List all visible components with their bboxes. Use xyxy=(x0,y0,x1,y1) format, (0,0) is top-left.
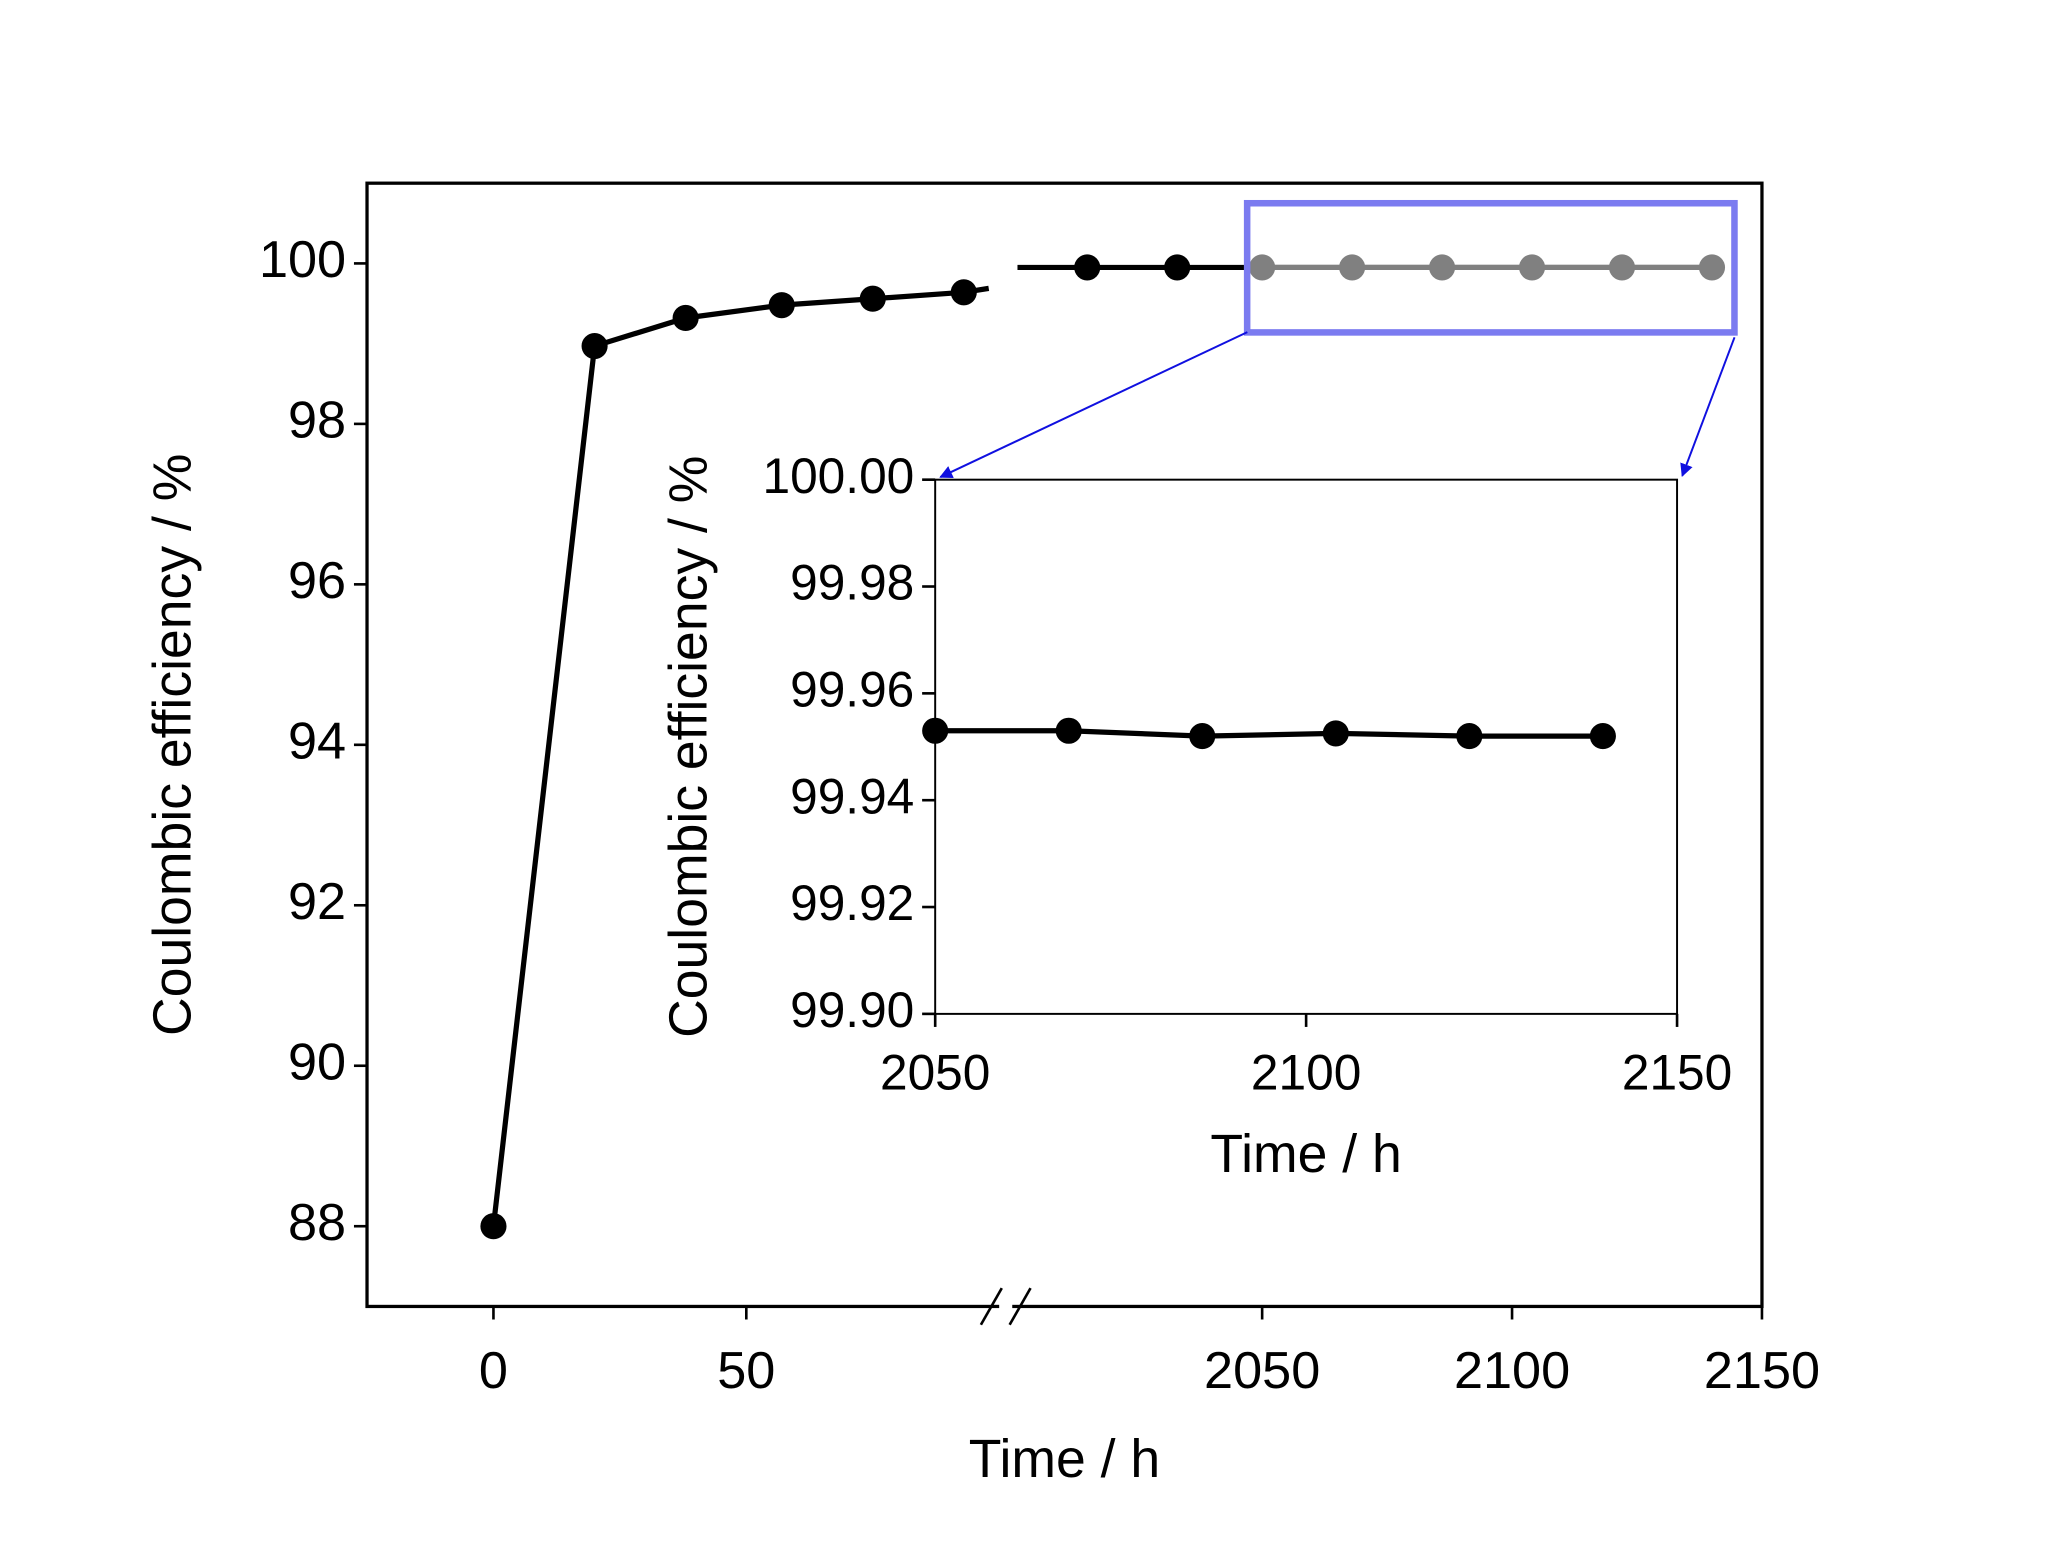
axis-break xyxy=(979,1287,1003,1326)
data-line xyxy=(490,289,964,1227)
y-tick-label: 99.90 xyxy=(790,982,914,1038)
y-tick-label: 99.96 xyxy=(790,661,914,717)
zoom-box xyxy=(1243,199,1738,336)
data-point xyxy=(1456,723,1483,750)
data-point xyxy=(768,292,795,319)
x-tick-label: 2150 xyxy=(1622,1045,1732,1101)
x-tick-label: 2100 xyxy=(1251,1045,1361,1101)
main-plot: 88 90 92 94 96 98 100 0 50 2050 2100 2150 Time / h Co… xyxy=(143,181,1820,1489)
data-point xyxy=(581,332,608,360)
y-tick-label: 88 xyxy=(288,1194,346,1252)
x-axis-label: Time / h xyxy=(969,1430,1160,1489)
data-line xyxy=(935,728,1603,739)
data-point xyxy=(1074,254,1101,281)
y-tick-label: 99.92 xyxy=(790,875,914,931)
y-tick-label: 100 xyxy=(259,231,346,289)
data-point xyxy=(1322,720,1349,747)
data-point xyxy=(859,285,886,312)
inset-background xyxy=(935,479,1678,1014)
y-axis-label: Coulombic efficiency / % xyxy=(143,454,202,1036)
data-point xyxy=(1698,254,1726,281)
data-point xyxy=(950,279,977,306)
y-tick-label: 94 xyxy=(288,713,346,771)
y-tick-label: 92 xyxy=(288,873,346,931)
data-point xyxy=(672,304,699,332)
x-tick-label: 2050 xyxy=(1204,1342,1320,1400)
data-point xyxy=(922,717,949,744)
data-point xyxy=(1429,254,1456,281)
y-tick-label: 99.98 xyxy=(790,555,914,611)
data-point xyxy=(1339,254,1366,281)
x-tick-label: 2050 xyxy=(880,1045,990,1101)
x-tick-label: 2150 xyxy=(1704,1342,1820,1400)
data-point xyxy=(1518,254,1546,281)
x-tick-label: 2100 xyxy=(1454,1342,1570,1400)
data-point xyxy=(480,1213,507,1240)
data-point xyxy=(1249,254,1276,281)
axis-break-gap xyxy=(999,1301,1013,1312)
y-tick-label: 98 xyxy=(288,392,346,450)
y-axis-label: Coulombic efficiency / % xyxy=(659,456,718,1038)
inset-plot: 99.90 99.92 99.94 99.96 99.98 100.00 2050 2100 2… xyxy=(659,448,1732,1184)
y-tick-label: 100.00 xyxy=(762,448,914,504)
y-tick-label: 96 xyxy=(288,552,346,610)
axis-break xyxy=(1008,1287,1032,1326)
x-tick-label: 50 xyxy=(717,1342,775,1400)
zoom-arrow xyxy=(939,331,1248,478)
data-point xyxy=(1189,723,1216,750)
y-tick-label: 99.94 xyxy=(790,768,914,824)
data-point xyxy=(1055,717,1082,744)
y-tick-label: 90 xyxy=(288,1034,346,1092)
data-point xyxy=(1608,254,1636,281)
data-point xyxy=(1589,723,1616,750)
data-point xyxy=(1164,254,1191,281)
zoom-arrow xyxy=(1680,336,1736,477)
x-tick-label: 0 xyxy=(479,1342,508,1400)
x-axis-label: Time / h xyxy=(1210,1125,1401,1184)
